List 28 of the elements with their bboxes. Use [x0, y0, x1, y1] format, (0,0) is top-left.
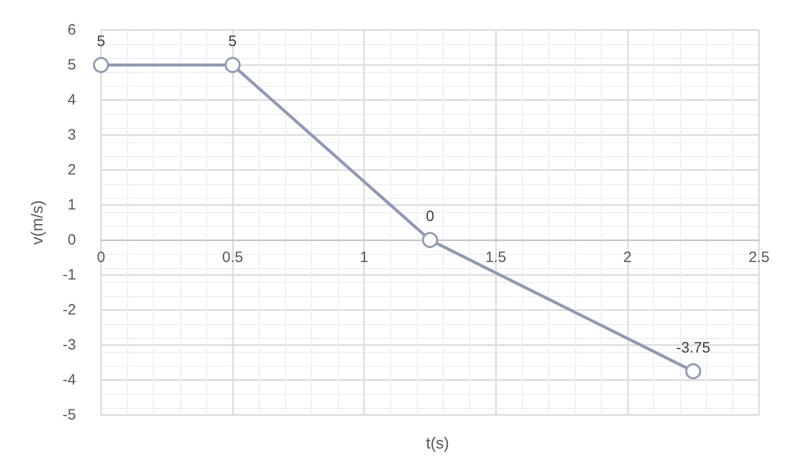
y-tick-label: -2 — [62, 302, 76, 318]
y-tick-label: 0 — [68, 232, 76, 248]
y-tick-label: 1 — [68, 196, 76, 214]
y-tick-label: 2 — [68, 162, 76, 178]
x-tick-label: 1 — [360, 249, 368, 266]
data-label: 5 — [228, 33, 237, 50]
data-label: 5 — [96, 33, 106, 50]
y-tick-label: 4 — [68, 92, 76, 108]
x-tick-label: 0.5 — [222, 249, 244, 266]
x-tick-label: 2.5 — [748, 249, 770, 266]
point — [224, 57, 241, 73]
x-tick-label: 0 — [96, 249, 106, 266]
data-label: 0 — [426, 208, 434, 225]
y-tick-label: -4 — [62, 372, 76, 388]
y-tick-label: -1 — [62, 266, 76, 284]
y-tick-label: -5 — [62, 406, 76, 424]
x-tick-label: 1.5 — [485, 249, 506, 266]
y-tick-label: 5 — [68, 56, 76, 74]
point — [422, 232, 438, 248]
data-label: -3.75 — [676, 339, 710, 356]
y-tick-label: 3 — [68, 126, 76, 144]
point — [685, 363, 702, 380]
y-tick-label: -3 — [62, 336, 76, 354]
y-axis-title: v(m/s) — [30, 200, 46, 245]
x-tick-label: 2 — [623, 249, 632, 266]
x-axis-title: t(s) — [426, 436, 450, 452]
y-tick-label: 6 — [68, 22, 76, 38]
point — [93, 57, 109, 73]
